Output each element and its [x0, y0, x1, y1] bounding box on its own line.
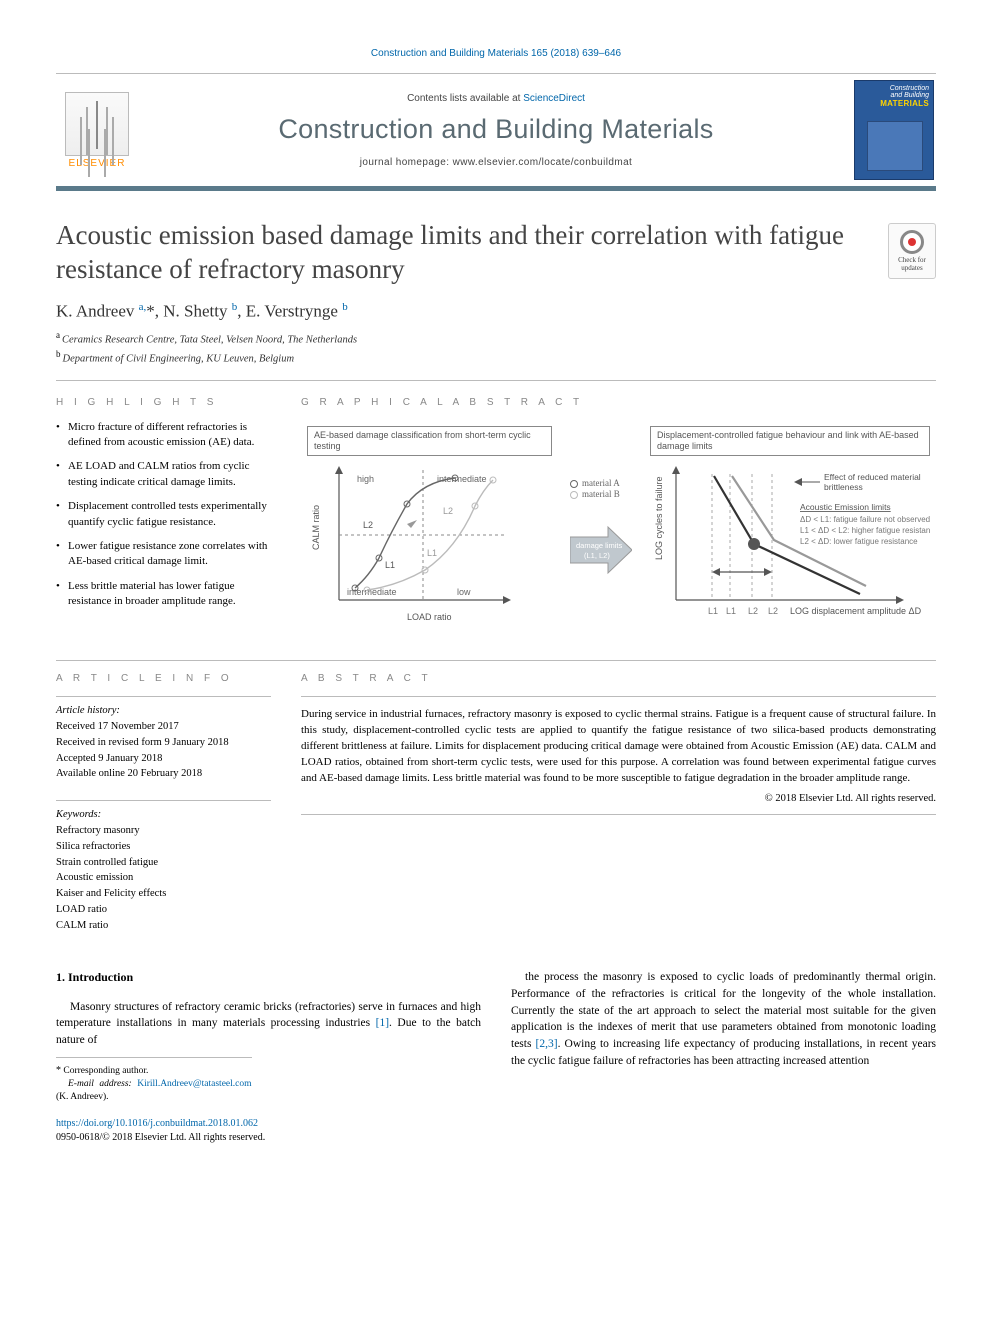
history-received: Received 17 November 2017	[56, 719, 271, 735]
highlight-item: Less brittle material has lower fatigue …	[56, 579, 271, 610]
ga-right-box-label: Displacement-controlled fatigue behaviou…	[650, 426, 930, 457]
journal-homepage: journal homepage: www.elsevier.com/locat…	[138, 157, 854, 168]
svg-text:ΔD < L1: fatigue failure not o: ΔD < L1: fatigue failure not observed	[800, 515, 930, 524]
article-info-section: A R T I C L E I N F O Article history: R…	[56, 673, 271, 933]
svg-text:L2: L2	[443, 506, 453, 516]
keyword: LOAD ratio	[56, 902, 271, 918]
graphical-abstract-heading: G R A P H I C A L A B S T R A C T	[301, 397, 936, 408]
email-author-suffix: (K. Andreev).	[56, 1092, 109, 1102]
svg-text:damage limits: damage limits	[576, 541, 623, 550]
journal-title: Construction and Building Materials	[138, 114, 854, 145]
affiliations: aCeramics Research Centre, Tata Steel, V…	[56, 329, 936, 368]
svg-text:brittleness: brittleness	[824, 482, 863, 492]
svg-text:intermediate: intermediate	[437, 474, 487, 484]
history-online: Available online 20 February 2018	[56, 766, 271, 782]
contents-available: Contents lists available at ScienceDirec…	[138, 93, 854, 104]
article-title: Acoustic emission based damage limits an…	[56, 219, 936, 287]
highlight-item: Displacement controlled tests experiment…	[56, 499, 271, 530]
svg-text:L2: L2	[748, 606, 758, 616]
article-info-heading: A R T I C L E I N F O	[56, 673, 271, 684]
corresponding-author-label: Corresponding author.	[63, 1066, 148, 1076]
journal-homepage-url[interactable]: www.elsevier.com/locate/conbuildmat	[453, 157, 633, 168]
ga-right-chart: Effect of reduced material brittleness A…	[650, 460, 930, 630]
doi-link[interactable]: https://doi.org/10.1016/j.conbuildmat.20…	[56, 1118, 258, 1129]
intro-column-right: the process the masonry is exposed to cy…	[511, 969, 936, 1104]
publisher-logo: ELSEVIER	[56, 92, 138, 169]
email-label: E-mail address:	[68, 1079, 137, 1089]
masthead: ELSEVIER Contents lists available at Sci…	[56, 80, 936, 180]
elsevier-tree-icon	[65, 92, 129, 156]
crossmark-icon	[900, 230, 924, 254]
keyword: CALM ratio	[56, 918, 271, 934]
intro-column-left: 1. Introduction Masonry structures of re…	[56, 969, 481, 1104]
running-head-journal[interactable]: Construction and Building Materials	[371, 48, 528, 59]
svg-text:high: high	[357, 474, 374, 484]
svg-text:L1: L1	[385, 560, 395, 570]
svg-text:L1: L1	[427, 548, 437, 558]
keyword: Strain controlled fatigue	[56, 855, 271, 871]
keyword: Kaiser and Felicity effects	[56, 886, 271, 902]
sciencedirect-link[interactable]: ScienceDirect	[523, 93, 585, 104]
svg-text:intermediate: intermediate	[347, 587, 397, 597]
svg-text:L2 < ΔD: lower fatigue resista: L2 < ΔD: lower fatigue resistance	[800, 537, 918, 546]
svg-text:LOG displacement amplitude ΔD: LOG displacement amplitude ΔD	[790, 606, 922, 616]
graphical-abstract-section: G R A P H I C A L A B S T R A C T AE-bas…	[301, 397, 936, 637]
keyword: Silica refractories	[56, 839, 271, 855]
svg-text:CALM ratio: CALM ratio	[311, 505, 321, 550]
journal-cover-thumbnail: Construction and Building MATERIALS	[854, 80, 934, 180]
affiliation-b: Department of Civil Engineering, KU Leuv…	[63, 354, 295, 365]
author-2: N. Shetty	[163, 301, 231, 320]
svg-text:LOG cycles to failure: LOG cycles to failure	[654, 477, 664, 561]
history-revised: Received in revised form 9 January 2018	[56, 735, 271, 751]
running-head: Construction and Building Materials 165 …	[56, 48, 936, 59]
abstract-section: A B S T R A C T During service in indust…	[301, 673, 936, 933]
article-history-label: Article history:	[56, 705, 271, 716]
keyword: Refractory masonry	[56, 823, 271, 839]
svg-text:L2: L2	[363, 520, 373, 530]
running-head-volpages: 165 (2018) 639–646	[528, 48, 621, 59]
intro-heading: 1. Introduction	[56, 969, 481, 986]
ga-left-chart: high intermediate intermediate low L1 L2	[307, 460, 527, 630]
author-3: E. Verstrynge	[246, 301, 342, 320]
intro-para-1: Masonry structures of refractory ceramic…	[56, 999, 481, 1049]
corresponding-email[interactable]: Kirill.Andreev@tatasteel.com	[137, 1079, 251, 1089]
publisher-name: ELSEVIER	[69, 158, 126, 169]
highlights-heading: H I G H L I G H T S	[56, 397, 271, 408]
authors: K. Andreev a,*, N. Shetty b, E. Verstryn…	[56, 301, 936, 322]
highlight-item: Micro fracture of different refractories…	[56, 420, 271, 451]
svg-text:L2: L2	[768, 606, 778, 616]
intro-para-2: the process the masonry is exposed to cy…	[511, 969, 936, 1069]
highlight-item: AE LOAD and CALM ratios from cyclic test…	[56, 459, 271, 490]
svg-text:L1 < ΔD < L2: higher fatigue r: L1 < ΔD < L2: higher fatigue resistance	[800, 526, 930, 535]
citation-link[interactable]: [2,3]	[536, 1038, 558, 1050]
svg-text:(L1, L2): (L1, L2)	[584, 551, 610, 560]
keyword: Acoustic emission	[56, 870, 271, 886]
svg-text:L1: L1	[726, 606, 736, 616]
svg-text:LOAD ratio: LOAD ratio	[407, 612, 452, 622]
abstract-body: During service in industrial furnaces, r…	[301, 707, 936, 787]
footnotes: * Corresponding author. E-mail address: …	[56, 1057, 252, 1105]
history-accepted: Accepted 9 January 2018	[56, 751, 271, 767]
affiliation-a: Ceramics Research Centre, Tata Steel, Ve…	[62, 335, 357, 346]
svg-text:low: low	[457, 587, 471, 597]
issn-copyright: 0950-0618/© 2018 Elsevier Ltd. All right…	[56, 1131, 936, 1145]
svg-text:L1: L1	[708, 606, 718, 616]
abstract-heading: A B S T R A C T	[301, 673, 936, 684]
abstract-copyright: © 2018 Elsevier Ltd. All rights reserved…	[301, 793, 936, 804]
highlight-item: Lower fatigue resistance zone correlates…	[56, 539, 271, 570]
footer-meta: https://doi.org/10.1016/j.conbuildmat.20…	[56, 1117, 936, 1145]
highlights-section: H I G H L I G H T S Micro fracture of di…	[56, 397, 271, 637]
author-1: K. Andreev	[56, 301, 139, 320]
citation-link[interactable]: [1]	[376, 1017, 389, 1029]
keywords-label: Keywords:	[56, 809, 271, 820]
ga-mid-arrow: material A material B damage limits (L1,…	[570, 478, 632, 578]
check-updates-label: Check for updates	[889, 257, 935, 272]
check-updates-badge[interactable]: Check for updates	[888, 223, 936, 279]
svg-text:Acoustic Emission limits: Acoustic Emission limits	[800, 502, 891, 512]
ga-left-box-label: AE-based damage classification from shor…	[307, 426, 552, 457]
svg-text:Effect of reduced material: Effect of reduced material	[824, 472, 921, 482]
